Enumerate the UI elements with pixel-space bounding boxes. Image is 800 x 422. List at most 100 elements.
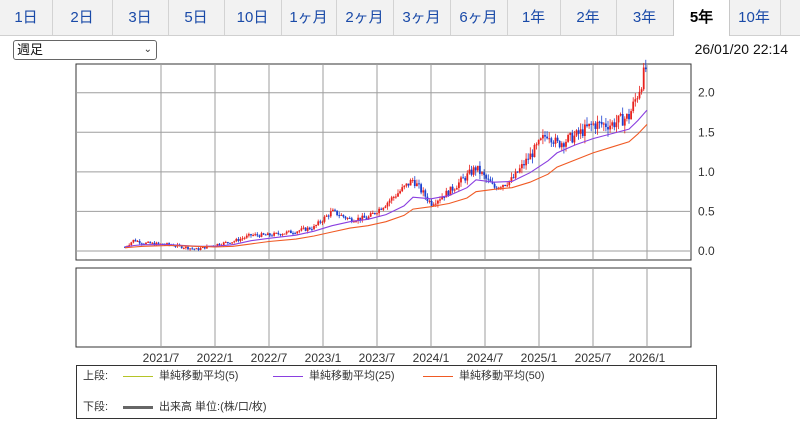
candle-body <box>605 123 607 128</box>
tab-6ヶ月[interactable]: 6ヶ月 <box>450 0 508 35</box>
candle-period-select[interactable]: 週足 ⌄ <box>13 40 157 60</box>
x-tick-label: 2025/7 <box>575 351 612 365</box>
candle-body <box>296 231 299 234</box>
candle-body <box>336 210 338 216</box>
candle-body <box>359 217 362 221</box>
candle-body <box>634 99 637 102</box>
candle-body <box>455 187 458 190</box>
candle-body <box>537 139 540 145</box>
candle-body <box>437 200 439 204</box>
candle-body <box>269 233 271 236</box>
legend-upper-label: 上段: <box>83 370 109 382</box>
candle-body <box>138 240 141 244</box>
candle-body <box>380 208 383 210</box>
candle-body <box>279 234 282 236</box>
ma50-swatch <box>423 375 453 377</box>
candle-body <box>548 138 551 140</box>
tab-1日[interactable]: 1日 <box>0 0 53 35</box>
tab-10日[interactable]: 10日 <box>224 0 282 35</box>
candle-body <box>640 89 643 92</box>
candle-body <box>407 183 410 186</box>
candle-body <box>308 227 311 230</box>
candle-body <box>231 242 233 244</box>
candle-body <box>239 238 242 241</box>
candle-body <box>472 167 475 175</box>
candle-body <box>523 164 525 166</box>
candle-body <box>151 242 154 244</box>
candle-body <box>506 185 509 187</box>
candle-body <box>409 180 412 186</box>
candle-body <box>485 175 488 179</box>
tab-10年[interactable]: 10年 <box>728 0 781 35</box>
candle-body <box>187 246 189 250</box>
candle-body <box>613 122 616 128</box>
ma5-swatch <box>123 375 153 377</box>
tab-2年[interactable]: 2年 <box>560 0 617 35</box>
candle-body <box>218 243 221 246</box>
candle-body <box>581 129 584 136</box>
y-tick-label: 1.0 <box>698 165 715 179</box>
candle-body <box>638 91 641 99</box>
x-tick-label: 2023/1 <box>305 351 342 365</box>
candle-body <box>539 138 542 140</box>
tab-5年[interactable]: 5年 <box>673 0 730 36</box>
candle-body <box>348 217 351 219</box>
candle-body <box>338 215 341 217</box>
candle-body <box>621 114 624 126</box>
candle-body <box>235 238 238 242</box>
candle-body <box>237 238 240 241</box>
candle-body <box>130 242 133 246</box>
candle-body <box>195 248 198 250</box>
tab-3ヶ月[interactable]: 3ヶ月 <box>393 0 451 35</box>
x-tick-label: 2026/1 <box>629 351 666 365</box>
candle-body <box>149 241 152 244</box>
candle-body <box>487 178 490 180</box>
candle-body <box>569 132 572 136</box>
candle-body <box>350 218 353 222</box>
candle-body <box>317 221 320 226</box>
candle-body <box>189 248 191 250</box>
x-tick-label: 2023/7 <box>359 351 396 365</box>
y-tick-label: 2.0 <box>698 86 715 100</box>
candle-body <box>147 241 149 243</box>
candle-body <box>258 235 261 237</box>
candle-body <box>199 248 202 250</box>
candle-body <box>399 191 401 194</box>
candle-body <box>590 123 593 125</box>
candle-body <box>285 231 288 234</box>
ma25-line <box>124 109 648 248</box>
candle-body <box>378 208 380 214</box>
tab-1年[interactable]: 1年 <box>507 0 561 35</box>
candle-body <box>418 183 420 185</box>
candle-body <box>422 190 425 193</box>
candle-body <box>323 216 326 222</box>
tab-2日[interactable]: 2日 <box>52 0 113 35</box>
x-tick-label: 2024/7 <box>467 351 504 365</box>
candle-body <box>229 242 231 244</box>
legend-lower-label: 下段: <box>83 401 109 413</box>
candle-body <box>191 248 194 250</box>
candle-body <box>216 243 219 246</box>
candle-body <box>332 209 334 212</box>
candle-body <box>132 239 135 243</box>
candle-body <box>615 122 618 128</box>
tab-1ヶ月[interactable]: 1ヶ月 <box>281 0 337 35</box>
candle-body <box>245 235 248 238</box>
x-tick-label: 2024/1 <box>413 351 450 365</box>
x-tick-label: 2025/1 <box>521 351 558 365</box>
candle-body <box>447 190 450 196</box>
candle-body <box>363 215 366 218</box>
candle-body <box>575 130 578 136</box>
y-tick-label: 0.0 <box>698 244 715 258</box>
candle-body <box>552 142 555 144</box>
ma50-line <box>124 124 648 249</box>
candle-body <box>594 123 597 129</box>
tab-5日[interactable]: 5日 <box>168 0 225 35</box>
x-tick-label: 2022/7 <box>251 351 288 365</box>
candle-body <box>306 227 309 231</box>
candle-body <box>560 143 563 148</box>
tab-2ヶ月[interactable]: 2ヶ月 <box>336 0 394 35</box>
candle-body <box>283 233 286 235</box>
tab-3日[interactable]: 3日 <box>112 0 169 35</box>
candle-body <box>329 211 332 217</box>
